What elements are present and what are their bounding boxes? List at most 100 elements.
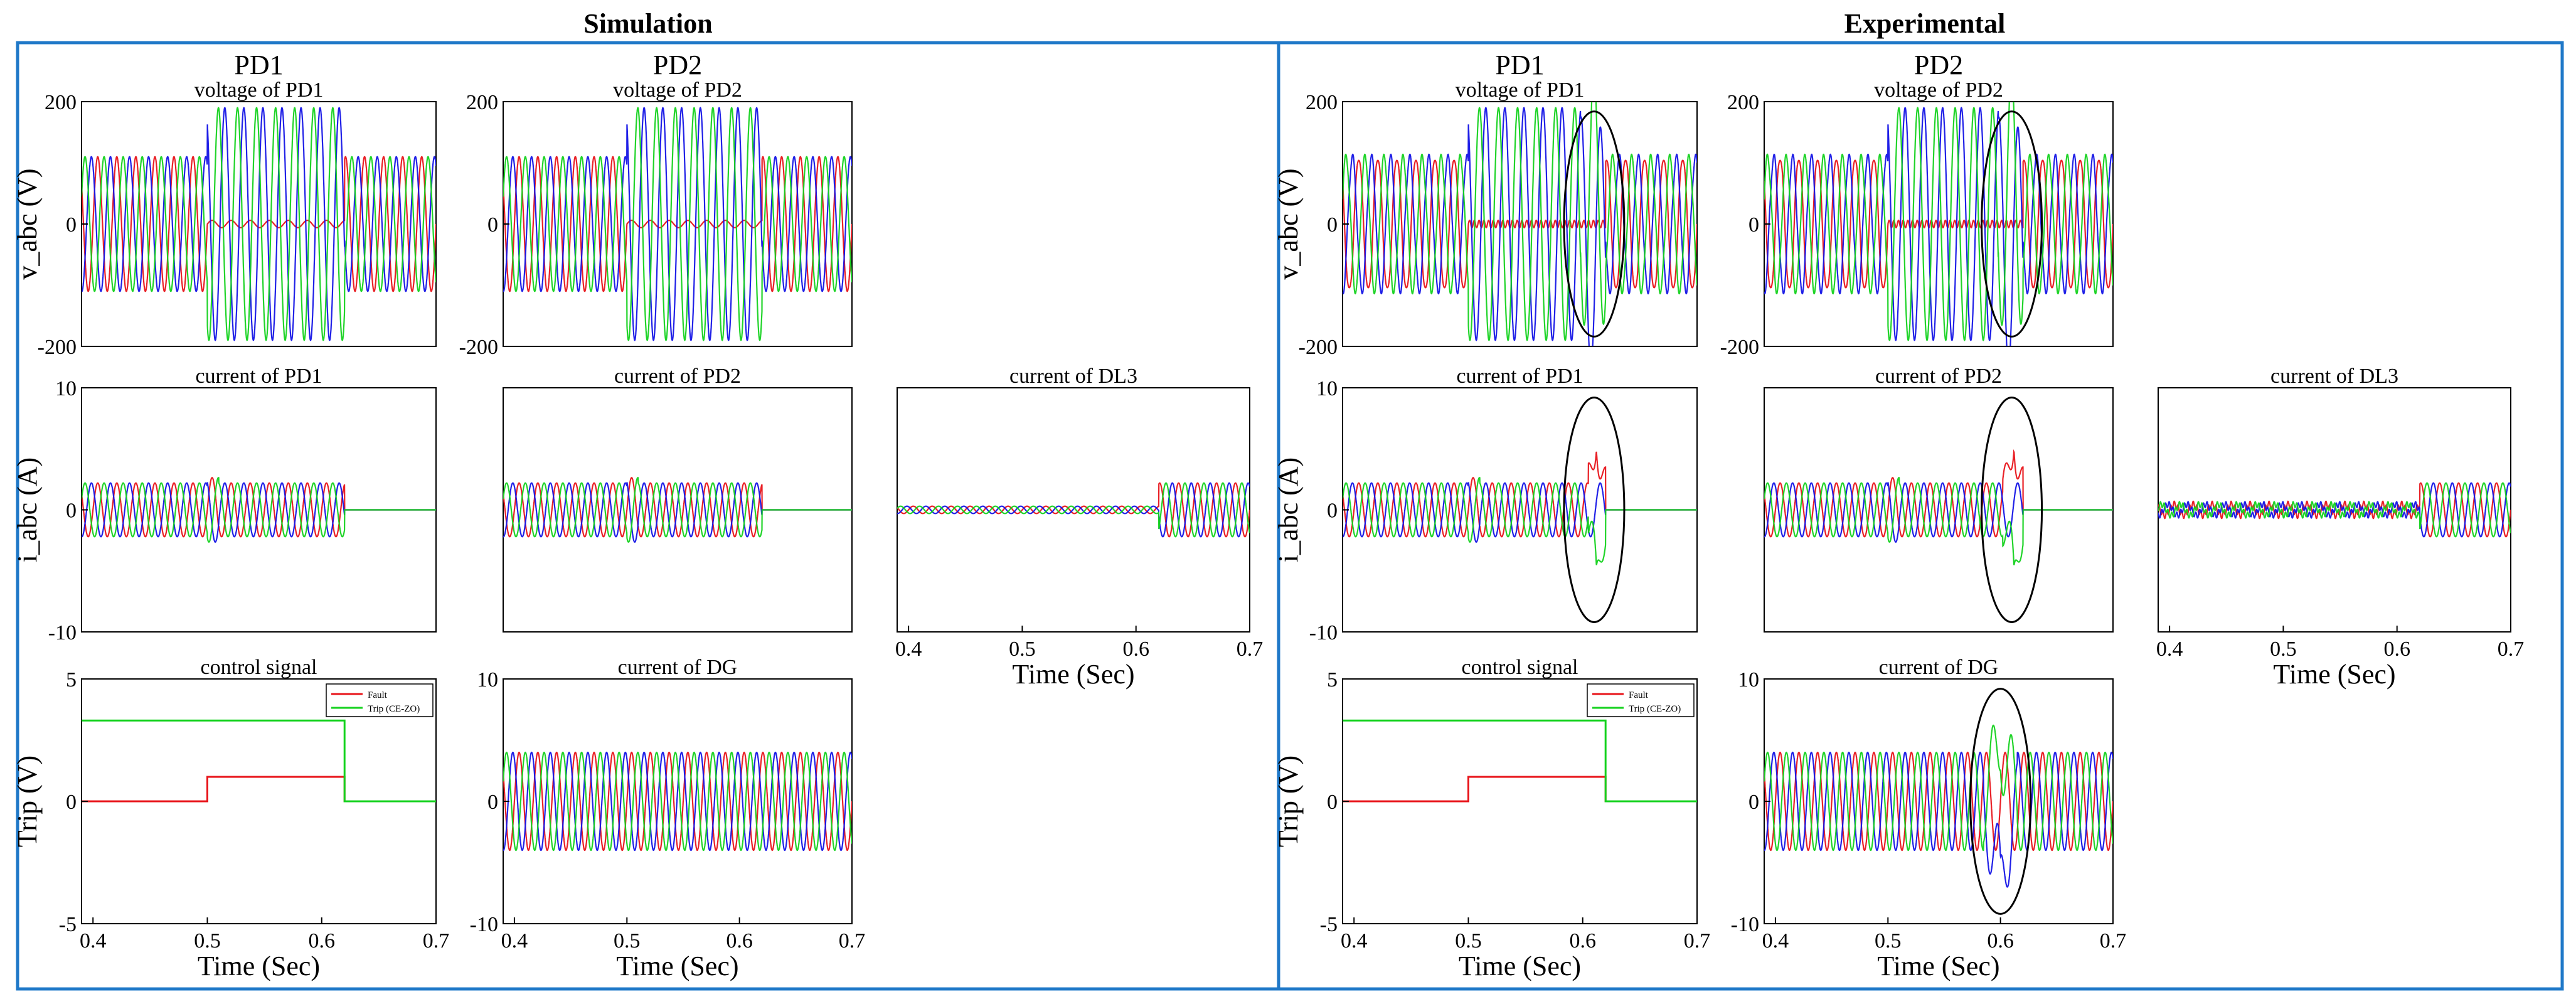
- x-tick-label: 0.4: [1762, 929, 1789, 953]
- x-tick-label: 0.6: [308, 929, 335, 953]
- phase-c-line: [897, 482, 1250, 538]
- y-tick-label: -10: [1731, 913, 1759, 936]
- series-group: [82, 477, 436, 543]
- x-tick-label: 0.6: [726, 929, 753, 953]
- experimental-frame: [1277, 41, 2564, 991]
- transient-ellipse: [1981, 397, 2043, 623]
- sim-panel-1: voltage of PD1 200 0 -200 v_abc (V): [12, 78, 437, 359]
- x-axis-label: Time (Sec): [1012, 659, 1134, 690]
- x-tick-label: 0.5: [614, 929, 641, 953]
- x-tick-label: 0.4: [1341, 929, 1368, 953]
- series-group: [1343, 719, 1697, 803]
- exp-panel-2: voltage of PD2 200 0 -200: [1720, 78, 2114, 359]
- phase-b-line: [1764, 751, 2113, 888]
- experimental-title: Experimental: [1844, 8, 2006, 39]
- y-tick-label: 0: [1327, 791, 1338, 814]
- y-tick-label: 200: [45, 91, 77, 114]
- x-axis-label: Time (Sec): [198, 951, 320, 981]
- sim-panel-4: current of PD2: [503, 365, 853, 633]
- x-tick-label: 0.7: [839, 929, 866, 953]
- x-axis-label: Time (Sec): [2273, 659, 2395, 690]
- y-axis-label: Trip (V): [12, 756, 43, 847]
- y-tick-label: 10: [1738, 668, 1759, 692]
- series-group: [897, 482, 1250, 538]
- x-tick-label: 0.4: [2156, 638, 2183, 661]
- trip-line: [82, 719, 436, 803]
- transient-ellipse: [1981, 110, 2043, 338]
- x-axis-label: Time (Sec): [1877, 951, 1999, 981]
- x-tick-label: 0.7: [2100, 929, 2127, 953]
- x-tick-label: 0.5: [1009, 638, 1036, 661]
- y-tick-label: 0: [1327, 213, 1338, 237]
- transient-ellipse: [1969, 688, 2032, 915]
- phase-c-line: [503, 751, 852, 852]
- x-tick-label: 0.6: [1122, 638, 1149, 661]
- series-group: [82, 107, 436, 341]
- phase-b-line: [2158, 482, 2511, 538]
- y-tick-label: 200: [466, 91, 498, 114]
- phase-c-line: [503, 107, 852, 341]
- series-group: [1764, 724, 2113, 888]
- sim-col-title-1: PD1: [234, 50, 283, 80]
- trip-line: [1343, 719, 1697, 803]
- sim-panel-5: current of DL3 0.4 0.5 0.6 0.7 Time (Sec): [895, 365, 1263, 690]
- sim-panel-7: current of DG 10 0 -100.4 0.5 0.6 0.7 Time (Sec…: [470, 656, 866, 981]
- y-tick-label: 200: [1727, 91, 1759, 114]
- panel-title: current of DG: [618, 656, 738, 679]
- series-group: [503, 477, 852, 543]
- x-axis-label: Time (Sec): [616, 951, 738, 981]
- x-tick-label: 0.7: [1684, 929, 1711, 953]
- simulation-title: Simulation: [583, 8, 712, 39]
- y-tick-label: 10: [477, 668, 498, 692]
- x-tick-label: 0.7: [423, 929, 450, 953]
- panel-title: voltage of PD1: [194, 78, 324, 102]
- phase-a-line: [1343, 159, 1697, 289]
- y-tick-label: 0: [66, 213, 77, 237]
- phase-b-line: [897, 482, 1250, 538]
- y-tick-label: -5: [1320, 913, 1338, 936]
- x-axis-label: Time (Sec): [1459, 951, 1581, 981]
- panel-title: control signal: [1461, 656, 1578, 679]
- phase-c-line: [82, 477, 436, 543]
- x-tick-label: 0.4: [895, 638, 922, 661]
- sim-panel-3: current of PD1 10 0 -10 i_abc (A): [12, 365, 437, 644]
- exp-col-title-2: PD2: [1914, 50, 1963, 80]
- x-tick-label: 0.5: [1875, 929, 1902, 953]
- panel-title: current of DG: [1879, 656, 1999, 679]
- y-tick-label: -10: [1309, 621, 1338, 644]
- x-tick-label: 0.7: [2498, 638, 2525, 661]
- x-tick-label: 0.6: [1987, 929, 2014, 953]
- exp-panel-4: current of PD2: [1764, 365, 2114, 633]
- phase-c-line: [1764, 477, 2113, 565]
- series-group: [503, 107, 852, 341]
- y-tick-label: -10: [48, 621, 77, 644]
- phase-b-line: [1764, 107, 2113, 346]
- phase-c-line: [2158, 482, 2511, 538]
- y-tick-label: 0: [66, 791, 77, 814]
- phase-b-line: [503, 107, 852, 341]
- y-tick-label: 5: [1327, 668, 1338, 692]
- phase-c-line: [503, 477, 852, 543]
- y-tick-label: 0: [1748, 791, 1759, 814]
- phase-b-line: [1343, 107, 1697, 346]
- y-tick-label: 0: [1327, 499, 1338, 523]
- phase-b-line: [82, 107, 436, 341]
- panel-title: current of PD2: [1875, 365, 2002, 388]
- phase-b-line: [503, 751, 852, 852]
- sim-panel-6: control signal Fault Trip (CE-ZO) 5 0 -50.4 0.…: [12, 656, 449, 981]
- legend-fault-label: Fault: [1629, 690, 1649, 700]
- series-group: [1764, 449, 2113, 565]
- x-tick-label: 0.4: [80, 929, 107, 953]
- panel-title: voltage of PD2: [1874, 78, 2003, 102]
- y-tick-label: 0: [487, 213, 498, 237]
- panel-title: current of DL3: [1009, 365, 1137, 388]
- series-group: [1764, 102, 2113, 346]
- y-tick-label: 10: [1316, 377, 1338, 400]
- y-tick-label: 0: [66, 499, 77, 523]
- series-group: [503, 751, 852, 852]
- y-axis-label: Trip (V): [1273, 756, 1304, 847]
- legend-trip-label: Trip (CE-ZO): [368, 704, 420, 714]
- legend-fault-label: Fault: [368, 690, 388, 700]
- series-group: [82, 719, 436, 803]
- phase-a-line: [1764, 159, 2113, 289]
